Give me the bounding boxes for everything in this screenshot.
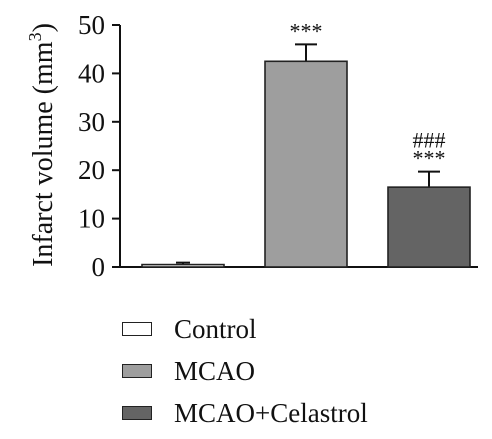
legend-swatch-control [122,322,152,336]
significance-label: *** [413,146,446,171]
y-tick-label: 40 [78,58,105,88]
significance-label: *** [290,18,323,43]
significance-annotations: ***###*** [290,18,446,170]
legend-item-mcao: MCAO [122,350,368,392]
bars [141,43,471,268]
legend-item-mcao-celastrol: MCAO+Celastrol [122,392,368,434]
legend-label-mcao-celastrol: MCAO+Celastrol [174,397,368,428]
legend-label-mcao: MCAO [174,355,256,386]
y-tick-label: 50 [78,10,105,40]
y-tick-label: 30 [78,107,105,137]
significance-label: ### [413,128,446,153]
legend-label-control: Control [174,313,257,344]
bar [141,263,225,268]
y-axis-label: Infarct volume (mm3) [25,23,59,267]
legend-swatch-mcao-celastrol [122,406,152,420]
legend: Control MCAO MCAO+Celastrol [122,308,368,434]
y-tick-label: 20 [78,155,105,185]
bar [264,60,348,268]
y-tick-label: 10 [78,204,105,234]
legend-swatch-mcao [122,364,152,378]
bar [387,186,471,268]
legend-item-control: Control [122,308,368,350]
y-tick-label: 0 [92,252,106,282]
